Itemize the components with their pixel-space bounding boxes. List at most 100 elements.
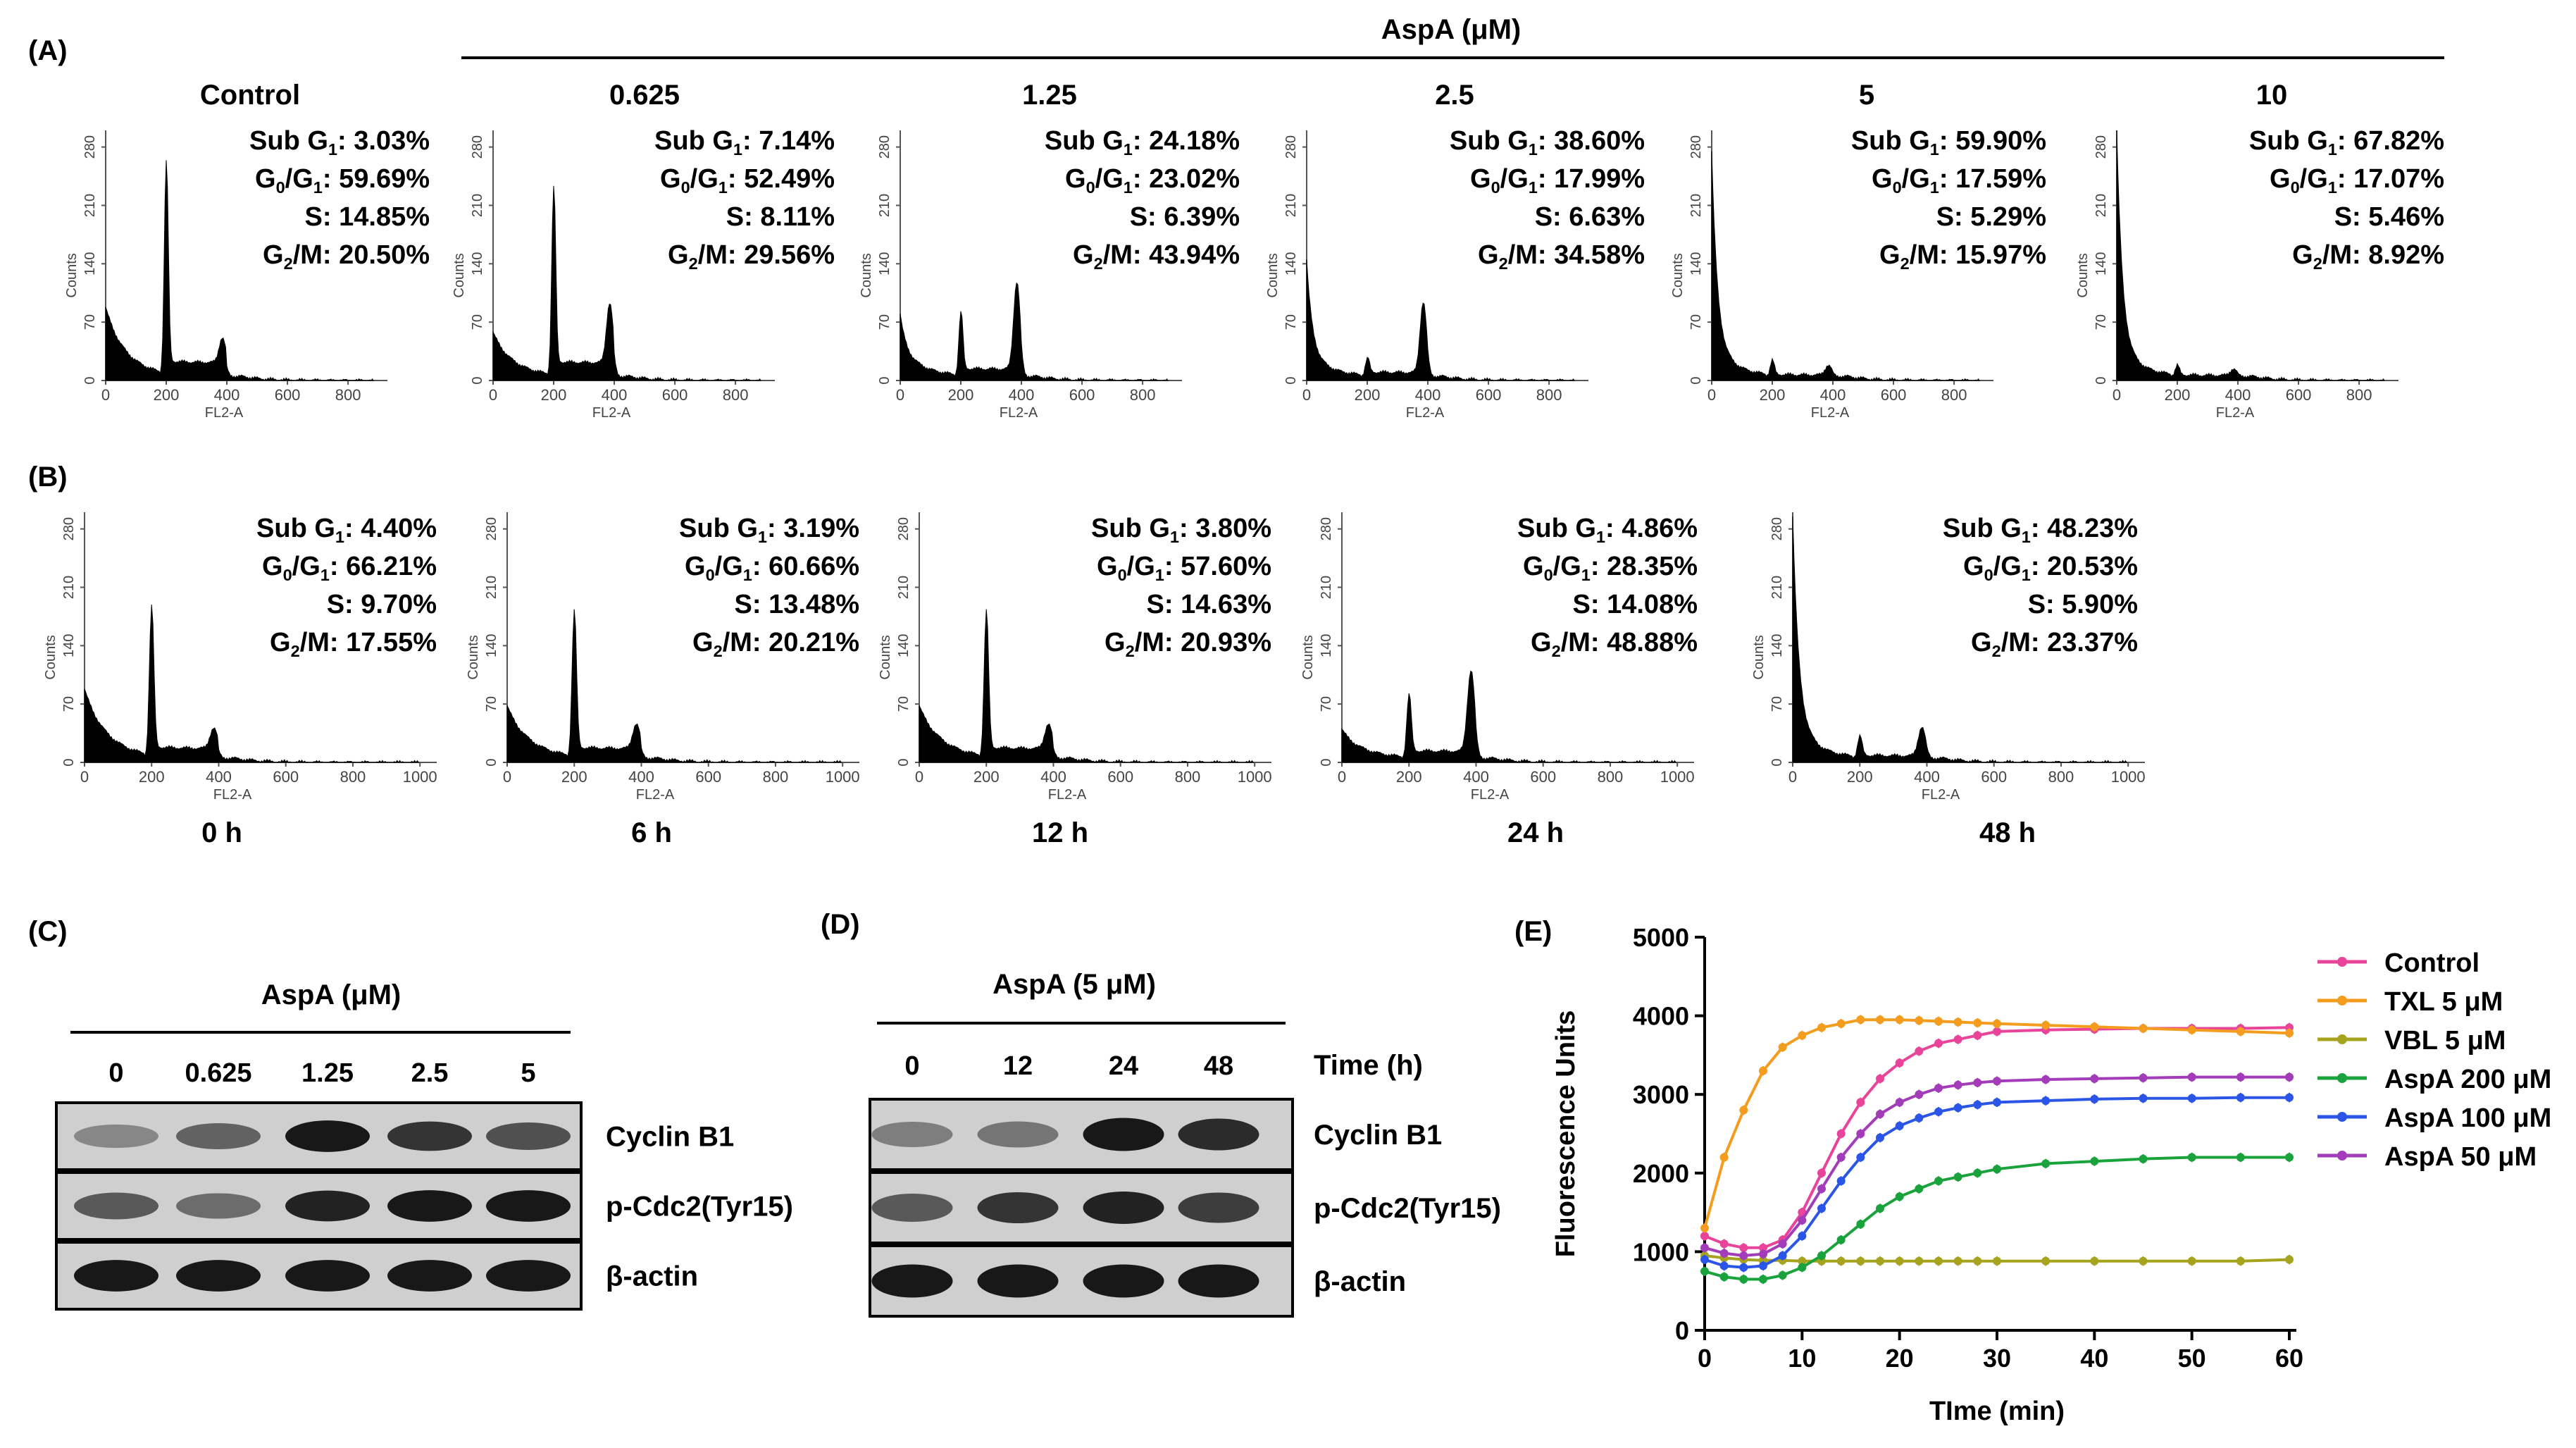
data-point <box>1953 1172 1962 1182</box>
subscript: 2 <box>1499 254 1508 273</box>
stat-text: S: 14.85% <box>305 202 430 232</box>
histogram-trace <box>84 604 419 763</box>
subscript: 1 <box>2328 178 2337 197</box>
data-point <box>2285 1153 2294 1162</box>
stat-text: /M: 20.50% <box>293 240 430 270</box>
legend-label: AspA 200 μM <box>2384 1065 2551 1094</box>
data-point <box>1876 1204 1884 1213</box>
subscript: 0 <box>1086 178 1095 197</box>
histogram-x-tick-label: 200 <box>1760 386 1786 404</box>
data-point <box>1895 1015 1904 1025</box>
histogram-y-tick-label: 140 <box>1319 634 1334 657</box>
protein-band <box>486 1190 571 1222</box>
subscript: 1 <box>1124 178 1133 197</box>
data-point <box>2187 1256 2196 1266</box>
stat-text: Sub G <box>1450 126 1529 156</box>
stat-text: /G <box>715 552 743 581</box>
protein-label: β-actin <box>606 1261 698 1292</box>
histogram-x-label: FL2-A <box>1048 787 1087 803</box>
legend-marker <box>2337 996 2347 1005</box>
subscript: 1 <box>758 528 767 546</box>
histogram-y-tick-label: 280 <box>82 135 98 159</box>
g2-m-stat: G2/M: 43.94% <box>1073 240 1240 273</box>
stat-text: G <box>262 552 283 581</box>
subscript: 0 <box>681 178 690 197</box>
data-point <box>1973 1078 1982 1087</box>
s-phase-stat: S: 5.29% <box>1936 202 2046 232</box>
data-point <box>1934 1107 1943 1116</box>
stat-text: : 28.35% <box>1591 552 1698 581</box>
stat-text: : 59.69% <box>323 164 430 194</box>
histogram-x-tick-label: 400 <box>602 386 628 404</box>
subscript: 0 <box>276 178 285 197</box>
data-point <box>1993 1077 2001 1086</box>
panel-d-western-blot: AspA (5 μM) 0 12 24 48 Time (h) Cyclin B1 p-Cdc… <box>869 969 1501 1318</box>
stat-text: Sub G <box>249 126 328 156</box>
cell-cycle-stats: Sub G1: 4.86%G0/G1: 28.35%S: 14.08%G2/M:… <box>1517 514 1698 660</box>
stat-text: : 7.14% <box>742 126 835 156</box>
g0-g1-stat: G0/G1: 23.02% <box>1065 164 1240 197</box>
stat-text: /M: 29.56% <box>698 240 835 270</box>
histogram-x-tick-label: 400 <box>628 768 654 786</box>
protein-band <box>1178 1264 1259 1298</box>
cell-cycle-stats: Sub G1: 67.82%G0/G1: 17.07%S: 5.46%G2/M:… <box>2249 126 2444 273</box>
histogram-x-tick-label: 200 <box>1355 386 1381 404</box>
histogram-x-tick-label: 200 <box>2165 386 2191 404</box>
stat-text: : 3.03% <box>337 126 430 156</box>
g2-m-stat: G2/M: 34.58% <box>1478 240 1645 273</box>
stat-text: : 4.86% <box>1605 514 1698 543</box>
sub-g1-stat: Sub G1: 7.14% <box>654 126 835 159</box>
histogram-y-tick-label: 70 <box>1283 314 1299 330</box>
data-point <box>2187 1072 2196 1082</box>
g0-g1-stat: G0/G1: 52.49% <box>660 164 835 197</box>
g0-g1-stat: G0/G1: 66.21% <box>262 552 437 584</box>
legend-marker <box>2337 957 2347 967</box>
lane-label: 0 <box>904 1051 919 1081</box>
subscript: 0 <box>1893 178 1902 197</box>
histogram-y-tick-label: 140 <box>2093 252 2109 276</box>
s-phase-stat: S: 6.39% <box>1130 202 1240 232</box>
stat-text: G <box>255 164 276 194</box>
series-line <box>1704 1096 2289 1269</box>
protein-band <box>74 1124 158 1149</box>
subscript: 1 <box>743 566 752 584</box>
sub-g1-stat: Sub G1: 48.23% <box>1943 514 2138 546</box>
histogram-y-tick-label: 280 <box>877 135 892 159</box>
histogram-x-tick-label: 0 <box>896 386 904 404</box>
time-label: 12 h <box>1032 817 1088 848</box>
data-point <box>1778 1270 1787 1280</box>
histogram-y-label: Counts <box>1265 253 1281 297</box>
time-axis-label: Time (h) <box>1314 1050 1423 1081</box>
histogram-x-tick-label: 200 <box>154 386 180 404</box>
histogram-trace <box>1792 516 2127 763</box>
x-tick-label: 50 <box>2178 1344 2206 1373</box>
subscript: 1 <box>2022 566 2031 584</box>
subscript: 2 <box>291 642 300 660</box>
histogram-x-tick-label: 800 <box>1598 768 1624 786</box>
data-point <box>2236 1093 2245 1102</box>
data-point <box>1798 1232 1807 1241</box>
stat-text: Sub G <box>1091 514 1170 543</box>
s-phase-stat: S: 14.63% <box>1147 590 1271 619</box>
data-point <box>1856 1256 1865 1266</box>
data-point <box>2041 1096 2051 1106</box>
histogram-x-tick-label: 800 <box>2346 386 2372 404</box>
series-AspA 100 μM: AspA 100 μM <box>1700 1092 2551 1273</box>
lane-label: 5 <box>521 1058 535 1088</box>
protein-band <box>387 1190 472 1222</box>
histogram-x-tick-label: 600 <box>1069 386 1095 404</box>
stat-text: G <box>1971 628 1992 657</box>
legend-marker <box>2337 1151 2347 1161</box>
cell-cycle-stats: Sub G1: 48.23%G0/G1: 20.53%S: 5.90%G2/M:… <box>1943 514 2138 660</box>
sub-g1-stat: Sub G1: 67.82% <box>2249 126 2444 159</box>
stat-text: G <box>2270 164 2291 194</box>
s-phase-stat: S: 5.90% <box>2028 590 2138 619</box>
data-point <box>1953 1256 1962 1266</box>
data-point <box>1953 1103 1962 1113</box>
subscript: 1 <box>313 178 323 197</box>
data-point <box>2090 1022 2099 1032</box>
protein-band <box>1083 1264 1164 1298</box>
